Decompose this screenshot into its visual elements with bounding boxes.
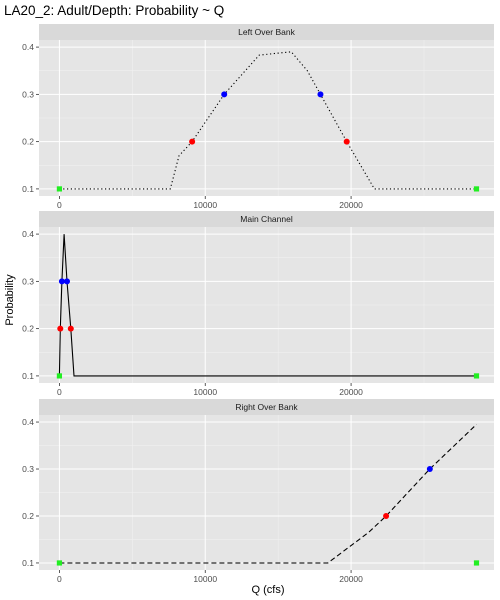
y-tick-label: 0.2 [22, 511, 34, 521]
y-tick-label: 0.2 [22, 137, 34, 147]
y-tick-label: 0.1 [22, 184, 34, 194]
facet-strip-label: Right Over Bank [235, 402, 298, 412]
y-tick-label: 0.3 [22, 276, 34, 286]
data-point-square [56, 560, 63, 566]
facet-panel: Right Over Bank 0.1 0.2 0.3 0.4 0 10000 20000 [22, 399, 494, 584]
x-tick-label: 10000 [193, 387, 217, 397]
x-tick-label: 10000 [193, 574, 217, 584]
data-point-circle [57, 325, 64, 332]
probability-curve [59, 424, 477, 564]
data-point-circle [343, 138, 350, 145]
data-point-circle [58, 278, 65, 285]
x-tick-label: 0 [57, 574, 62, 584]
data-point-square [473, 560, 480, 566]
x-tick-label: 0 [57, 387, 62, 397]
data-point-circle [383, 512, 390, 519]
x-axis-title: Q (cfs) [252, 584, 285, 596]
data-point-circle [64, 278, 70, 285]
y-tick-label: 0.4 [22, 229, 34, 239]
y-tick-label: 0.2 [22, 324, 34, 334]
y-tick-label: 0.4 [22, 417, 34, 427]
data-point-circle [317, 91, 324, 98]
probability-curve [58, 234, 477, 377]
data-point-square [56, 373, 63, 379]
facet-strip-label: Main Channel [240, 214, 293, 224]
y-tick-label: 0.4 [22, 42, 34, 52]
x-tick-label: 0 [57, 200, 62, 210]
x-tick-label: 10000 [193, 200, 217, 210]
data-point-square [56, 186, 63, 192]
facet-panel: Left Over Bank 0.1 0.2 0.3 0.4 0 10000 20000 [22, 24, 494, 210]
facet-strip [39, 399, 494, 415]
facet-panel: Main Channel 0.1 0.2 0.3 0.4 0 10000 20000 [22, 211, 494, 397]
x-tick-label: 20000 [339, 574, 363, 584]
data-point-circle [189, 138, 196, 145]
y-tick-label: 0.3 [22, 89, 34, 99]
data-point-circle [221, 91, 228, 98]
y-tick-label: 0.1 [22, 371, 34, 381]
data-point-square [473, 373, 480, 379]
data-point-square [473, 186, 480, 192]
data-point-circle [426, 466, 433, 473]
y-tick-label: 0.1 [22, 558, 34, 568]
x-tick-label: 20000 [339, 200, 363, 210]
facet-strip [39, 211, 494, 227]
y-axis-title: Probability [4, 274, 16, 326]
facet-strip [39, 24, 494, 40]
y-tick-label: 0.3 [22, 464, 34, 474]
data-point-circle [67, 325, 74, 332]
chart-title: LA20_2: Adult/Depth: Probability ~ Q [4, 3, 224, 18]
x-tick-label: 20000 [339, 387, 363, 397]
facet-strip-label: Left Over Bank [238, 27, 295, 37]
